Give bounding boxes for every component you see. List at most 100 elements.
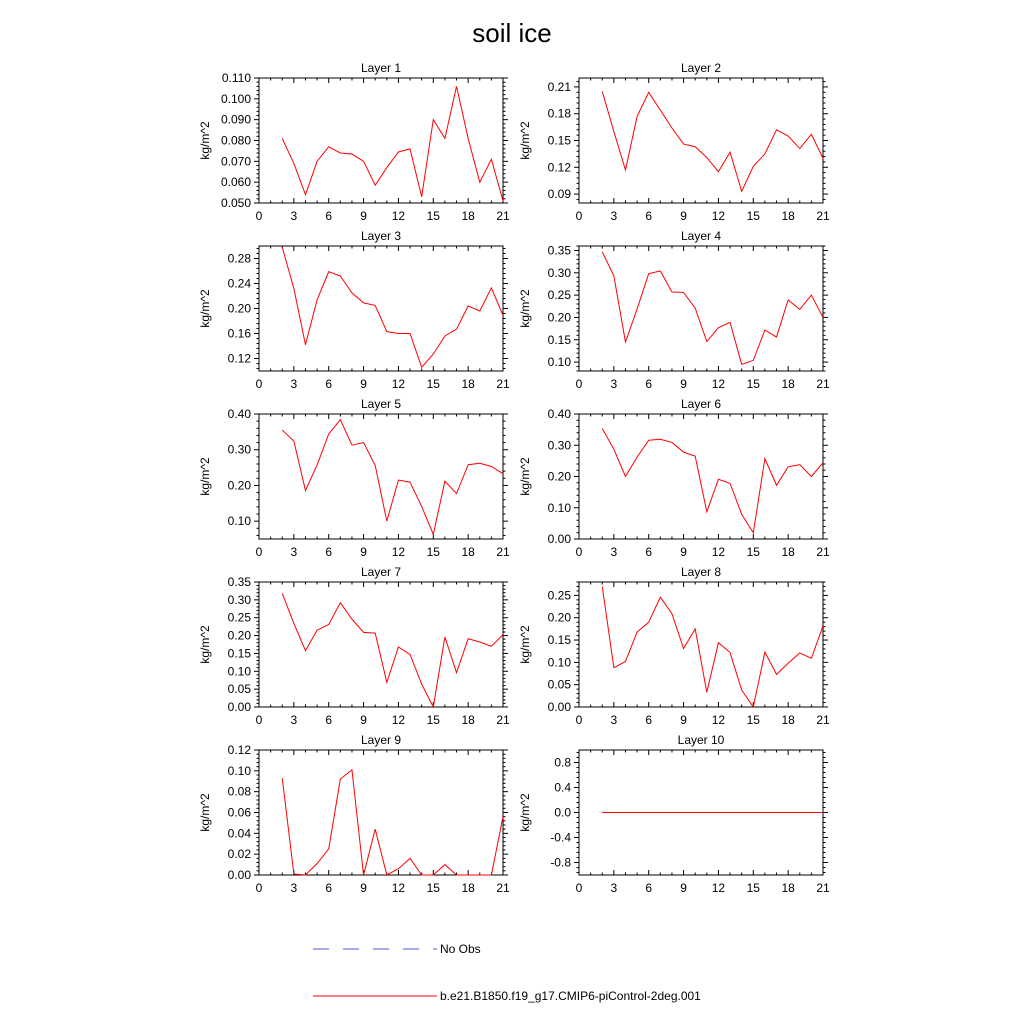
- x-tick-label: 0: [256, 545, 263, 559]
- data-point: [695, 628, 696, 629]
- data-point: [305, 490, 306, 491]
- series-line: [601, 91, 824, 193]
- data-point: [706, 511, 707, 512]
- data-point: [351, 769, 352, 770]
- data-point: [636, 308, 637, 309]
- data-point: [444, 335, 445, 336]
- data-point: [636, 812, 637, 813]
- figure-title: soil ice: [472, 18, 551, 48]
- y-tick-label: 0.050: [221, 196, 251, 210]
- y-tick-label: 0.20: [548, 310, 572, 324]
- data-point: [602, 251, 603, 252]
- x-tick-label: 21: [816, 209, 830, 223]
- x-tick-label: 6: [325, 881, 332, 895]
- data-point: [776, 674, 777, 675]
- x-tick-label: 15: [747, 713, 761, 727]
- y-tick-label: 0.15: [228, 646, 252, 660]
- series-line: [281, 418, 504, 537]
- data-point: [660, 110, 661, 111]
- x-tick-label: 0: [576, 377, 583, 391]
- data-point: [316, 630, 317, 631]
- data-point: [502, 816, 503, 817]
- x-tick-label: 6: [645, 713, 652, 727]
- data-point: [648, 622, 649, 623]
- y-axis-label: kg/m^2: [198, 289, 212, 328]
- x-tick-label: 3: [611, 377, 618, 391]
- x-tick-label: 3: [291, 377, 298, 391]
- panel-layer-8: Layer 8 0 3 6 9 12 15 18 21 0.00 0.05 0.10 0.15 0.20 0…: [518, 565, 830, 727]
- data-point: [764, 329, 765, 330]
- x-tick-label: 0: [576, 545, 583, 559]
- x-tick-label: 6: [645, 377, 652, 391]
- data-point: [602, 812, 603, 813]
- data-point: [444, 138, 445, 139]
- data-point: [799, 812, 800, 813]
- x-tick-label: 3: [291, 881, 298, 895]
- y-tick-label: 0.05: [228, 682, 252, 696]
- data-point: [386, 167, 387, 168]
- x-tick-label: 0: [256, 713, 263, 727]
- data-point: [409, 858, 410, 859]
- data-point: [741, 689, 742, 690]
- data-point: [340, 152, 341, 153]
- y-tick-label: 0.20: [548, 611, 572, 625]
- x-tick-label: 12: [712, 377, 726, 391]
- x-tick-label: 15: [747, 209, 761, 223]
- legend-obs-label: No Obs: [440, 942, 481, 956]
- x-tick-label: 12: [712, 209, 726, 223]
- x-tick-label: 12: [392, 377, 406, 391]
- data-point: [671, 127, 672, 128]
- data-point: [671, 812, 672, 813]
- data-point: [305, 874, 306, 875]
- y-tick-label: 0.10: [548, 501, 572, 515]
- x-tick-label: 6: [645, 881, 652, 895]
- data-point: [433, 874, 434, 875]
- data-point: [363, 442, 364, 443]
- data-point: [753, 812, 754, 813]
- y-tick-label: 0.00: [548, 532, 572, 546]
- data-point: [468, 464, 469, 465]
- data-point: [660, 270, 661, 271]
- panel-title: Layer 7: [361, 565, 401, 579]
- data-point: [375, 632, 376, 633]
- data-point: [706, 157, 707, 158]
- y-tick-label: 0.20: [228, 302, 252, 316]
- x-tick-label: 12: [392, 545, 406, 559]
- data-point: [444, 864, 445, 865]
- series-line: [281, 86, 504, 202]
- panel-title: Layer 5: [361, 397, 401, 411]
- data-point: [683, 292, 684, 293]
- y-tick-label: 0.18: [548, 107, 572, 121]
- data-point: [305, 194, 306, 195]
- panel-grid: Layer 10 3 6 9 12 15 18 210.0500.0600.0700.0800…: [198, 61, 830, 895]
- data-point: [671, 442, 672, 443]
- data-point: [625, 341, 626, 342]
- x-tick-label: 21: [816, 545, 830, 559]
- data-point: [718, 812, 719, 813]
- data-point: [282, 247, 283, 248]
- x-tick-label: 9: [680, 881, 687, 895]
- x-tick-label: 0: [256, 209, 263, 223]
- x-tick-label: 0: [256, 881, 263, 895]
- data-point: [351, 153, 352, 154]
- y-tick-label: 0.15: [548, 633, 572, 647]
- data-point: [293, 288, 294, 289]
- data-point: [729, 322, 730, 323]
- y-tick-label: 0.12: [548, 160, 572, 174]
- panel-title: Layer 3: [361, 229, 401, 243]
- x-tick-label: 6: [325, 713, 332, 727]
- data-point: [625, 476, 626, 477]
- x-tick-label: 9: [360, 881, 367, 895]
- data-point: [683, 648, 684, 649]
- y-axis-label: kg/m^2: [518, 457, 532, 496]
- x-tick-label: 9: [680, 545, 687, 559]
- data-point: [811, 295, 812, 296]
- data-point: [340, 779, 341, 780]
- y-tick-label: 0.15: [548, 134, 572, 148]
- data-point: [706, 341, 707, 342]
- x-tick-label: 9: [680, 377, 687, 391]
- y-tick-label: 0.20: [548, 470, 572, 484]
- data-point: [386, 682, 387, 683]
- data-point: [741, 364, 742, 365]
